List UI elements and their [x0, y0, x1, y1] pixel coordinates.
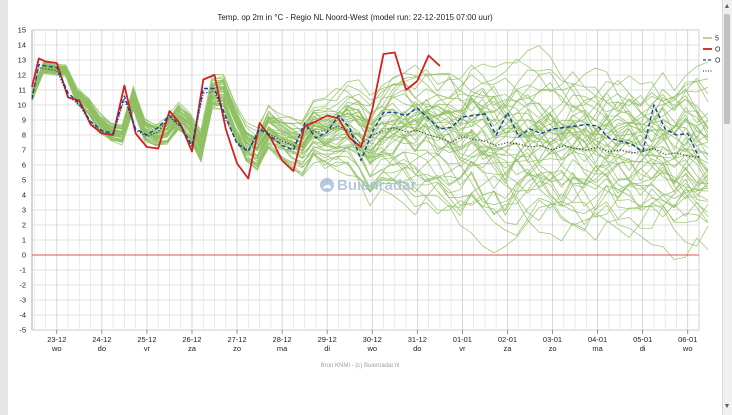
main-series [31, 51, 700, 256]
y-tick-label: -5 [19, 326, 26, 335]
legend-label: O [715, 47, 721, 54]
y-tick-label: 3 [22, 206, 26, 215]
scroll-down-icon[interactable]: ▼ [723, 403, 731, 410]
y-tick-label: -4 [19, 311, 26, 320]
y-tick-label: 9 [22, 116, 26, 125]
x-tick-date: 29-12 [318, 335, 337, 344]
watermark-text: Buienradar [337, 176, 417, 194]
ensemble-member-line [31, 64, 709, 140]
x-tick-date: 28-12 [273, 335, 292, 344]
y-tick-label: 12 [18, 71, 26, 80]
y-tick-label: 5 [22, 176, 26, 185]
legend: 5 OO [703, 36, 721, 72]
legend-label: O [715, 58, 721, 65]
x-tick-day: wo [682, 344, 693, 353]
x-tick-day: vr [459, 344, 466, 353]
y-tick-label: 13 [18, 56, 26, 65]
x-tick-date: 05-01 [633, 335, 652, 344]
y-tick-label: 8 [22, 131, 26, 140]
ensemble-member-line [31, 72, 709, 213]
ensemble-member-line [31, 58, 709, 131]
ensemble-member-line [31, 63, 709, 141]
y-tick-label: 6 [22, 161, 26, 170]
control-series-line [31, 63, 700, 162]
x-tick-date: 26-12 [182, 335, 201, 344]
ensemble-member-line [31, 68, 709, 180]
x-tick-day: do [413, 344, 421, 353]
x-tick-date: 03-01 [543, 335, 562, 344]
y-tick-label: 11 [18, 86, 26, 95]
x-tick-date: 31-12 [408, 335, 427, 344]
y-tick-label: -1 [19, 266, 26, 275]
ensemble-member-line [31, 70, 709, 218]
scroll-up-icon[interactable]: ▲ [723, 3, 731, 10]
x-tick-day: zo [549, 344, 557, 353]
ensemble-members [31, 45, 709, 261]
ensemble-member-line [31, 64, 709, 174]
y-tick-label: -2 [19, 281, 26, 290]
y-tick-label: 0 [22, 251, 26, 260]
x-tick-day: vr [144, 344, 151, 353]
x-tick-date: 04-01 [588, 335, 607, 344]
y-tick-label: 1 [22, 236, 26, 245]
ensemble-member-line [31, 69, 709, 206]
y-tick-label: 2 [22, 221, 26, 230]
y-tick-label: 4 [22, 191, 26, 200]
chart-title: Temp. op 2m in °C - Regio NL Noord-West … [217, 13, 493, 22]
buienradar-logo-icon: ☁ [320, 178, 334, 192]
y-tick-label: 15 [18, 26, 26, 35]
y-tick-label: -3 [19, 296, 26, 305]
ensemble-member-line [31, 71, 709, 222]
x-tick-day: do [98, 344, 106, 353]
x-tick-day: za [504, 344, 513, 353]
watermark-logo: ☁ Buienradar [320, 174, 440, 196]
y-tick-label: 14 [18, 41, 26, 50]
x-tick-day: ma [592, 344, 603, 353]
vertical-scrollbar[interactable] [722, 0, 732, 415]
scrollbar-thumb[interactable] [724, 14, 730, 124]
source-credit: Bron KNMI - (c) Buienradar.nl [320, 363, 400, 369]
x-tick-day: di [324, 344, 330, 353]
x-tick-day: wo [366, 344, 377, 353]
x-tick-date: 27-12 [227, 335, 246, 344]
x-tick-day: zo [233, 344, 241, 353]
ensemble-member-line [31, 70, 709, 232]
ensemble-member-line [31, 65, 709, 150]
x-tick-date: 24-12 [92, 335, 111, 344]
x-tick-date: 30-12 [363, 335, 382, 344]
x-tick-day: wo [51, 344, 62, 353]
y-tick-label: 7 [22, 146, 26, 155]
x-tick-date: 02-01 [498, 335, 517, 344]
x-tick-date: 25-12 [137, 335, 156, 344]
x-tick-date: 23-12 [47, 335, 66, 344]
y-tick-label: 10 [18, 101, 26, 110]
x-tick-day: di [640, 344, 646, 353]
window-frame-left [0, 0, 8, 415]
operational-series-line [31, 51, 441, 180]
x-axis-ticks: 23-12wo24-12do25-12vr26-12za27-12zo28-12… [47, 330, 697, 353]
x-tick-day: za [188, 344, 197, 353]
x-tick-date: 06-01 [678, 335, 697, 344]
legend-label: 5 [715, 36, 719, 43]
x-tick-date: 01-01 [453, 335, 472, 344]
mean-series-line [31, 66, 700, 159]
x-tick-day: ma [277, 344, 288, 353]
